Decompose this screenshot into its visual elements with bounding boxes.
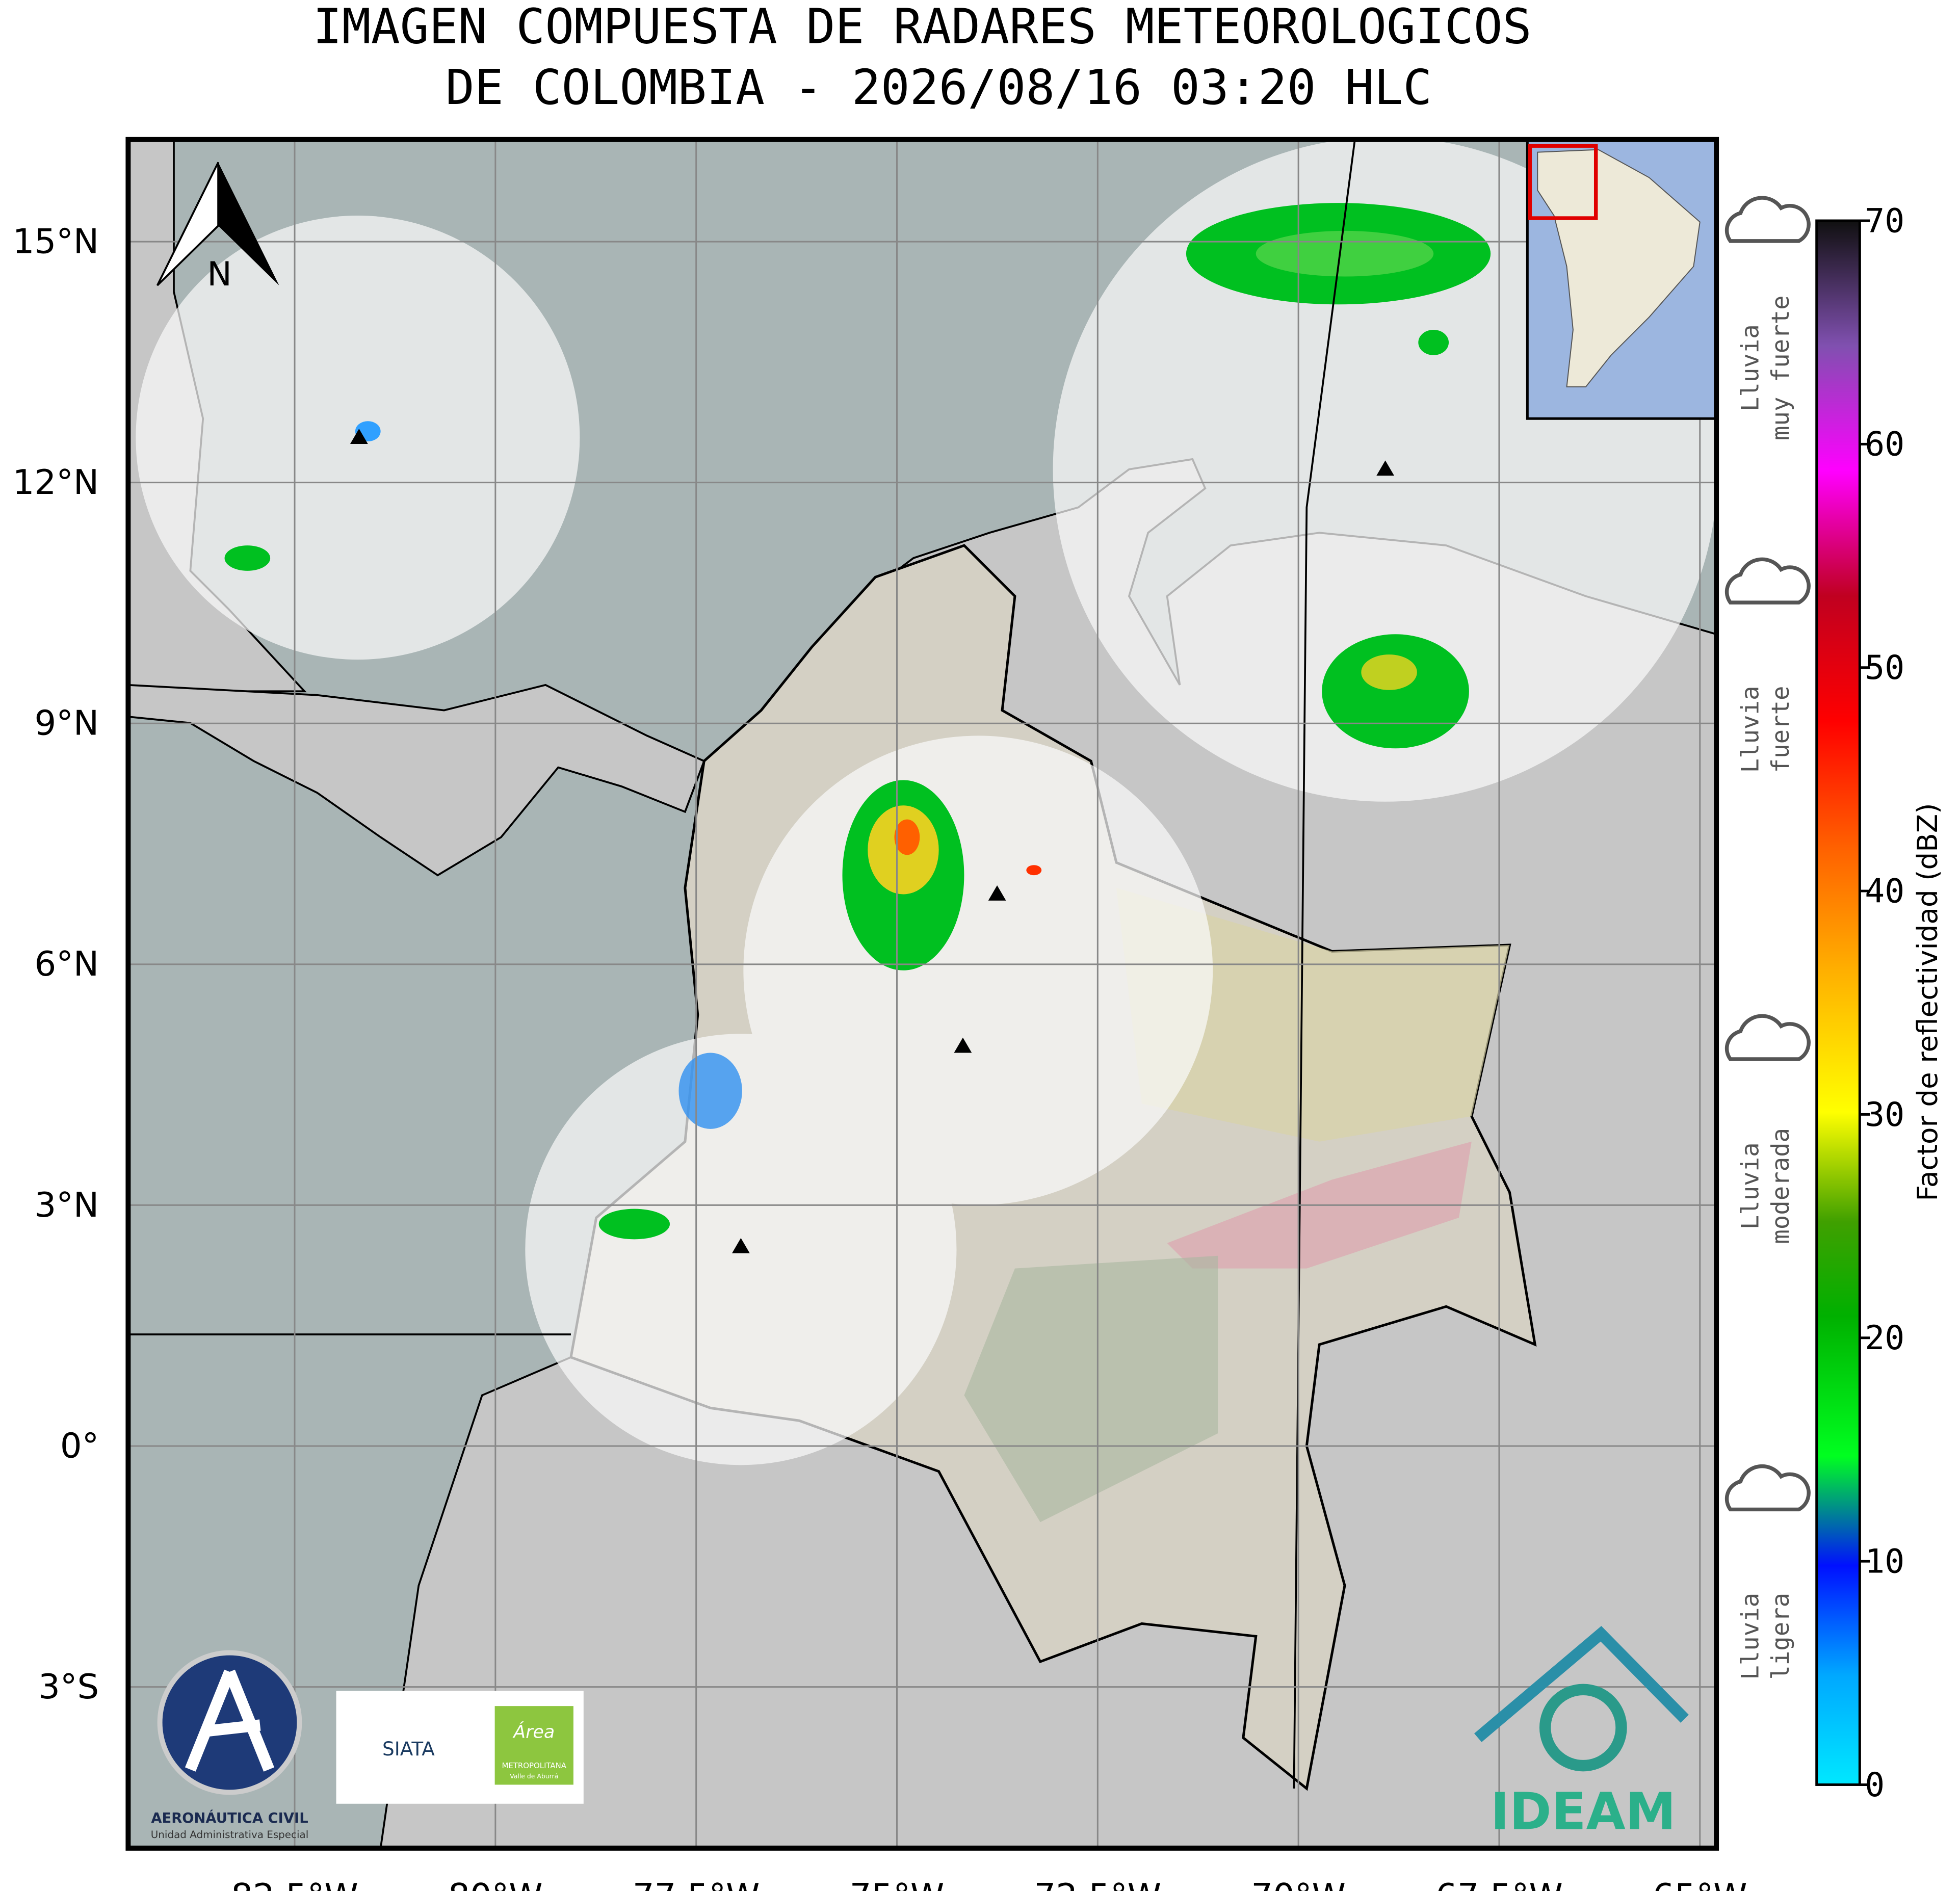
rain-icon [1724,196,1811,243]
graticule [128,139,1717,1848]
rain-level: Lluvia muy fuerte [1724,196,1811,440]
x-tick-label: 77.5°W [633,1876,760,1891]
rain-icon [1724,1464,1811,1512]
x-tick-label: 75°W [850,1876,945,1891]
logo-text: METROPOLITANA [502,1761,566,1770]
colorbar-tick-label: 40 [1865,872,1904,910]
rain-label: Lluvia [1736,324,1764,411]
rain-level: Lluvia moderada [1724,1014,1811,1244]
rain-icon [1724,1014,1811,1061]
colorbar [1815,219,1861,1786]
y-tick-label: 6°N [35,944,99,984]
y-tick-label: 15°N [13,221,99,261]
rain-label: Lluvia [1736,686,1764,773]
region [1116,888,1510,1142]
land [128,684,705,877]
x-tick-label: 80°W [448,1876,543,1891]
radar-sites [350,429,1395,1253]
rain-label: fuerte [1767,686,1795,773]
rain-label: muy fuerte [1767,295,1795,440]
y-tick-label: 12°N [13,462,99,502]
colorbar-tick-label: 70 [1865,202,1904,240]
colorbar-label: Factor de reflectividad (dBZ) [1911,803,1944,1201]
logo-text: IDEAM [1491,1783,1676,1842]
rain-level: Lluvia fuerte [1724,557,1811,773]
rain-label: Lluvia [1736,1593,1764,1680]
logo-text: SIATA [382,1738,435,1760]
map-area: N AERONÁUTICA CIVIL Unidad Administrativ… [128,139,1717,1848]
north-label: N [207,255,231,294]
y-tick-label: 3°N [35,1185,99,1225]
logo-text: Unidad Administrativa Especial [151,1829,308,1841]
y-tick-label: 0° [60,1426,99,1465]
y-tick-label: 3°S [38,1667,99,1706]
colorbar-tick-label: 50 [1865,649,1904,687]
y-tick-label: 9°N [35,703,99,743]
x-tick-label: 72.5°W [1034,1876,1162,1891]
x-tick-label: 65°W [1653,1876,1747,1891]
rain-label: ligera [1767,1593,1795,1680]
rain-icon [1724,557,1811,605]
radar-echoes [224,203,1491,1240]
rain-label: Lluvia [1736,1142,1764,1229]
x-tick-label: 70°W [1251,1876,1346,1891]
colorbar-tick-label: 10 [1865,1543,1904,1581]
ticks: 82.5°W 80°W 77.5°W 75°W 72.5°W 70°W 67.5°W 65°W… [13,196,1904,1891]
colorbar-tick-label: 20 [1865,1319,1904,1357]
map-frame [125,137,1719,1851]
logo-text: Área [512,1721,555,1742]
x-tick-label: 82.5°W [231,1876,358,1891]
colorbar-tick-label: 0 [1865,1766,1885,1804]
inset-map [1526,139,1717,420]
title-line: DE COLOMBIA - 2026/08/16 03:20 HLC [446,60,1432,116]
logo-text: Valle de Aburrá [510,1772,558,1780]
colorbar-tick-label: 60 [1865,426,1904,464]
region [964,1255,1218,1522]
logo-text: AERONÁUTICA CIVIL [151,1810,308,1826]
rain-level: Lluvia ligera [1724,1464,1811,1680]
x-tick-label: 67.5°W [1435,1876,1563,1891]
north-arrow: N [156,162,279,294]
logos: AERONÁUTICA CIVIL Unidad Administrativa … [151,1626,1689,1842]
rain-label: moderada [1767,1128,1795,1244]
title-line: IMAGEN COMPUESTA DE RADARES METEOROLOGIC… [313,0,1532,55]
colorbar-tick-label: 30 [1865,1096,1904,1134]
